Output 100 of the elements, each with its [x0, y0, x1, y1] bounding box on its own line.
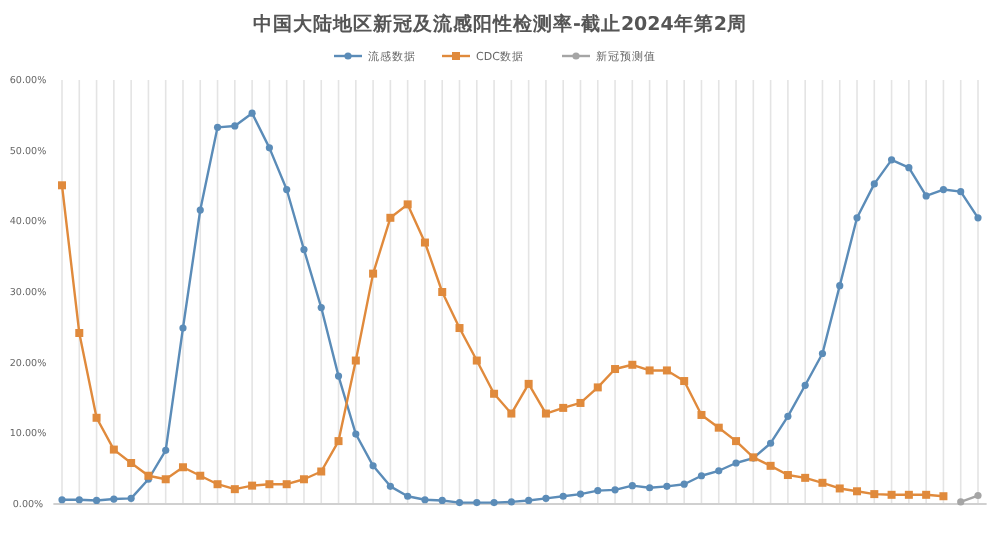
point — [369, 462, 377, 470]
point — [836, 282, 844, 290]
point — [248, 481, 257, 490]
point — [75, 496, 83, 504]
point — [974, 214, 982, 222]
point — [576, 490, 585, 498]
point — [490, 389, 499, 398]
point — [386, 213, 395, 222]
point — [179, 324, 187, 332]
point — [524, 379, 533, 388]
point — [300, 246, 308, 254]
point — [783, 471, 792, 480]
point — [541, 409, 550, 418]
point — [230, 485, 239, 494]
point — [317, 467, 326, 476]
point — [974, 491, 982, 500]
point — [213, 123, 222, 131]
point — [593, 383, 602, 392]
point — [438, 288, 447, 296]
point — [870, 490, 879, 499]
point — [299, 475, 308, 484]
point — [178, 463, 187, 472]
point — [818, 349, 827, 358]
point — [905, 164, 913, 172]
point — [870, 180, 878, 188]
chart-title: 中国大陆地区新冠及流感阳性检测率-截止2024年第2周 — [253, 12, 747, 36]
point — [853, 214, 861, 222]
point — [766, 461, 775, 470]
point — [265, 480, 274, 489]
point — [680, 480, 688, 488]
point — [818, 478, 827, 487]
point — [801, 381, 809, 389]
point — [697, 410, 706, 419]
point — [317, 303, 325, 312]
point — [542, 494, 550, 502]
point — [922, 490, 931, 499]
point — [196, 206, 204, 214]
point — [386, 482, 394, 490]
point — [714, 423, 723, 432]
point — [334, 437, 343, 446]
point — [732, 437, 741, 446]
point — [196, 471, 205, 480]
point — [594, 486, 602, 495]
point — [109, 445, 118, 454]
point — [455, 498, 464, 507]
point — [369, 269, 378, 278]
point — [92, 413, 101, 422]
point — [628, 482, 636, 490]
point — [421, 496, 429, 504]
point — [663, 482, 671, 490]
point — [559, 492, 567, 500]
point — [351, 356, 360, 365]
point — [334, 372, 343, 380]
point — [127, 459, 136, 468]
point — [110, 495, 118, 503]
point — [887, 156, 896, 164]
point — [265, 144, 273, 152]
point — [784, 412, 792, 420]
point — [732, 459, 740, 467]
point — [58, 181, 66, 190]
point — [75, 328, 84, 337]
point — [283, 185, 291, 194]
point — [853, 487, 862, 496]
point — [507, 409, 516, 418]
point — [455, 324, 464, 333]
point — [957, 498, 965, 506]
point — [939, 185, 948, 194]
point — [490, 498, 498, 507]
point — [697, 472, 706, 480]
point — [231, 122, 239, 130]
point — [576, 398, 585, 407]
point — [438, 496, 446, 505]
point — [767, 439, 775, 447]
point — [939, 492, 948, 501]
point — [352, 430, 360, 438]
point — [404, 492, 412, 500]
point — [801, 473, 810, 482]
point — [611, 365, 620, 374]
point — [559, 403, 568, 412]
point — [403, 200, 412, 209]
point — [248, 109, 256, 117]
point — [282, 480, 291, 489]
point — [473, 498, 481, 507]
point — [611, 486, 619, 494]
point — [715, 467, 723, 475]
point — [507, 498, 515, 506]
point — [420, 238, 429, 247]
point — [904, 490, 913, 499]
point — [58, 496, 66, 504]
point — [680, 377, 689, 386]
point — [922, 192, 930, 200]
point — [161, 475, 170, 484]
point — [957, 188, 965, 196]
point — [213, 480, 222, 489]
point — [127, 494, 135, 502]
point — [472, 356, 481, 365]
point — [835, 484, 844, 493]
point — [628, 360, 637, 369]
point — [646, 484, 654, 492]
point — [887, 490, 896, 499]
